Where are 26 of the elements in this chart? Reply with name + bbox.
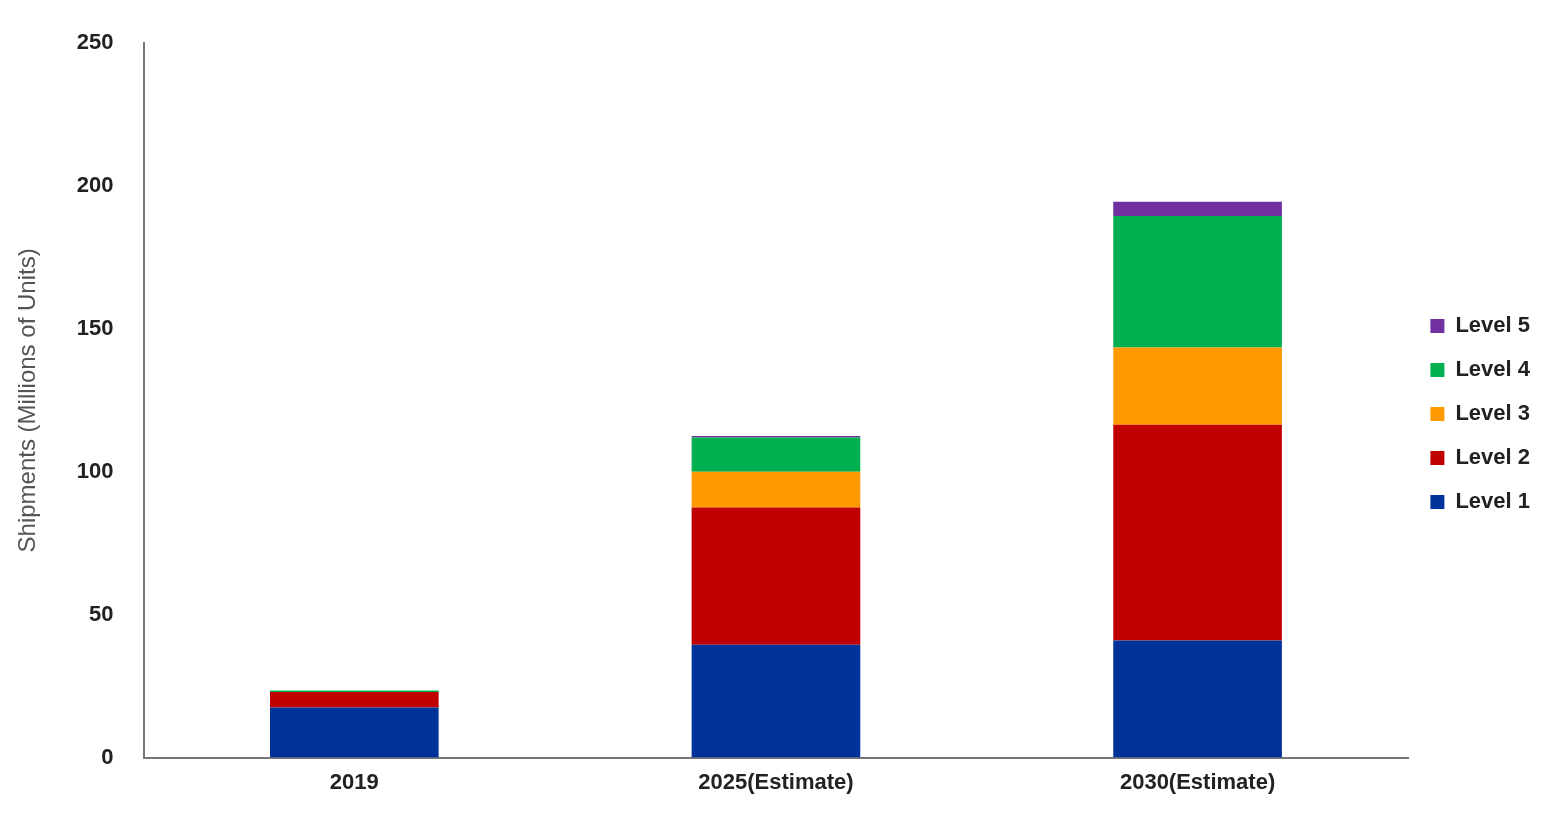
- legend-label: Level 4: [1455, 356, 1531, 382]
- bar: [691, 644, 861, 758]
- x-tick-label: 2025(Estimate): [698, 768, 854, 794]
- bar: [1113, 424, 1282, 641]
- x-tick-label: 2030(Estimate): [1119, 768, 1276, 794]
- bar: [270, 691, 439, 708]
- y-tick-label: 100: [76, 457, 114, 483]
- bar: [1113, 640, 1282, 758]
- bar: [1113, 216, 1282, 348]
- bar: [1113, 347, 1282, 425]
- legend-label: Level 1: [1455, 488, 1530, 514]
- legend-label: Level 5: [1455, 312, 1530, 338]
- y-tick-label: 0: [101, 743, 114, 769]
- bar: [691, 507, 861, 645]
- bar: [691, 437, 861, 472]
- bar: [1113, 201, 1282, 217]
- y-tick-label: 150: [76, 315, 114, 341]
- y-tick-label: 200: [76, 172, 114, 198]
- bar: [691, 471, 861, 508]
- y-tick-label: 50: [89, 600, 114, 626]
- x-tick-label: 2019: [329, 768, 379, 794]
- y-tick-label: 250: [76, 29, 114, 55]
- legend-label: Level 2: [1455, 444, 1530, 470]
- bar: [270, 707, 439, 758]
- y-axis-title: Shipments (Millions of Units): [13, 248, 41, 553]
- legend-label: Level 3: [1455, 400, 1530, 426]
